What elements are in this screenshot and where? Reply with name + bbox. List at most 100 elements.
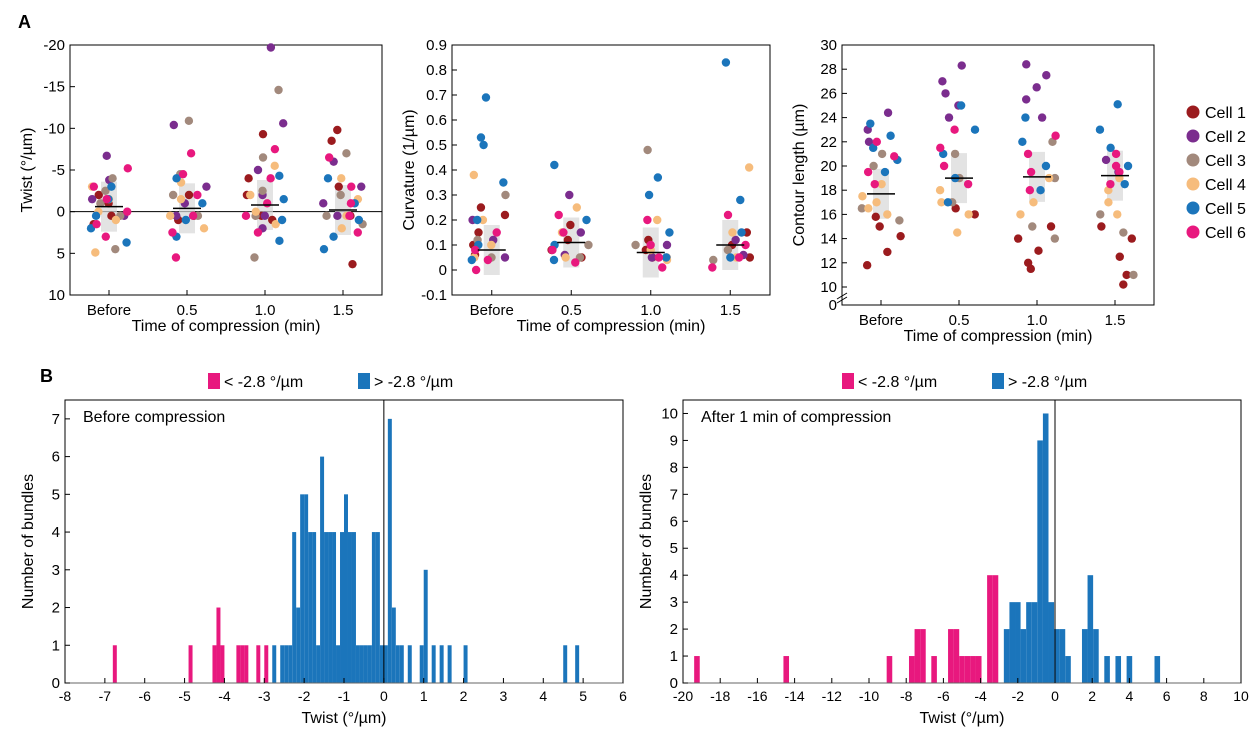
- data-point: [956, 101, 966, 110]
- data-point: [176, 194, 186, 204]
- data-point: [937, 198, 946, 207]
- data-point: [262, 199, 272, 208]
- y-tick-label: 26: [820, 85, 837, 102]
- data-point: [1050, 173, 1060, 183]
- data-point: [1051, 131, 1060, 140]
- hist-bar: [383, 645, 388, 683]
- data-point: [342, 149, 351, 158]
- x-tick-label: -2: [1012, 688, 1025, 704]
- data-point: [708, 263, 717, 272]
- data-point: [662, 240, 672, 250]
- data-point: [108, 174, 117, 183]
- data-point: [654, 253, 664, 262]
- hist-bar: [1115, 656, 1122, 683]
- data-point: [1023, 149, 1033, 159]
- data-point: [576, 228, 586, 237]
- y-tick-label: 0: [439, 262, 447, 279]
- x-tick-label: 1.5: [333, 302, 354, 319]
- plot-frame: [682, 399, 1242, 684]
- hist-bar: [212, 645, 217, 683]
- hist-legend-label: < -2.8 °/µm: [858, 374, 937, 391]
- data-point: [1096, 210, 1105, 219]
- legend-swatch: [1186, 129, 1200, 143]
- y-tick-label: -15: [43, 79, 65, 96]
- data-point: [736, 195, 745, 205]
- data-point: [1046, 222, 1056, 231]
- y-tick-label: 6: [670, 513, 678, 530]
- hist-bar: [312, 532, 317, 683]
- data-point: [107, 182, 116, 191]
- data-point: [1120, 179, 1129, 189]
- y-tick-label: 16: [820, 206, 837, 223]
- data-point: [895, 216, 904, 225]
- hist-bar: [308, 532, 313, 683]
- x-tick-label: -2: [298, 688, 311, 704]
- hist-bar: [908, 656, 915, 683]
- x-tick-label: -7: [99, 688, 112, 704]
- data-point: [202, 182, 211, 191]
- data-point: [329, 232, 338, 241]
- data-point: [1021, 95, 1031, 104]
- data-point: [266, 43, 276, 52]
- hist-bar: [328, 532, 333, 683]
- data-point: [346, 199, 356, 208]
- data-point: [880, 167, 890, 177]
- data-point: [250, 253, 259, 262]
- x-tick-label: 4: [1126, 688, 1134, 704]
- data-point: [348, 259, 357, 269]
- data-point: [1021, 113, 1030, 122]
- hist-bar: [264, 645, 269, 683]
- data-point: [251, 207, 261, 216]
- y-tick-label: 0.6: [426, 112, 447, 129]
- hist-bar: [220, 645, 225, 683]
- data-point: [1050, 234, 1060, 243]
- data-point: [646, 240, 655, 250]
- hist-bar: [920, 629, 926, 683]
- y-tick-label: 12: [820, 255, 837, 272]
- data-point: [734, 253, 744, 262]
- x-tick-label: 1.0: [255, 302, 276, 319]
- hist-bar: [344, 494, 348, 683]
- data-point: [582, 215, 591, 225]
- data-point: [275, 236, 284, 246]
- y-tick-label: 8: [670, 459, 678, 476]
- data-point: [886, 131, 895, 140]
- data-point: [169, 120, 179, 130]
- data-point: [111, 244, 120, 254]
- data-point: [957, 61, 966, 70]
- data-point: [471, 245, 480, 255]
- data-point: [347, 182, 356, 191]
- y-tick-label: 3: [52, 562, 60, 579]
- hist-bar: [987, 575, 993, 683]
- data-point: [1044, 173, 1054, 183]
- data-point: [875, 222, 884, 231]
- data-point: [866, 119, 875, 128]
- hist-bar: [914, 629, 921, 683]
- panel-label-a: A: [18, 12, 31, 32]
- x-tick-label: 2: [460, 688, 468, 704]
- hist-bar: [236, 645, 241, 683]
- data-point: [319, 199, 328, 208]
- hist-bar: [391, 607, 396, 683]
- data-point: [246, 190, 255, 200]
- data-point: [327, 136, 336, 146]
- data-point: [745, 253, 755, 262]
- hist-bar: [300, 494, 305, 683]
- y-tick-label: 0: [52, 675, 60, 692]
- hist-bar: [371, 532, 376, 683]
- hist-bar: [324, 532, 329, 683]
- y-tick-label: 10: [820, 279, 837, 296]
- data-point: [872, 198, 881, 207]
- data-point: [1113, 210, 1122, 219]
- y-tick-label: 2: [52, 600, 60, 617]
- hist-bar: [447, 645, 452, 683]
- data-point: [199, 224, 209, 233]
- histogram-after: < -2.8 °/µm > -2.8 °/µm-20 -18 -16 -14 -12 -10…: [638, 373, 1249, 727]
- data-point: [471, 265, 481, 275]
- data-point: [178, 169, 188, 179]
- hist-bar: [347, 532, 352, 683]
- data-point: [661, 253, 671, 262]
- data-point: [94, 190, 103, 200]
- data-point: [337, 224, 346, 233]
- data-point: [883, 108, 893, 117]
